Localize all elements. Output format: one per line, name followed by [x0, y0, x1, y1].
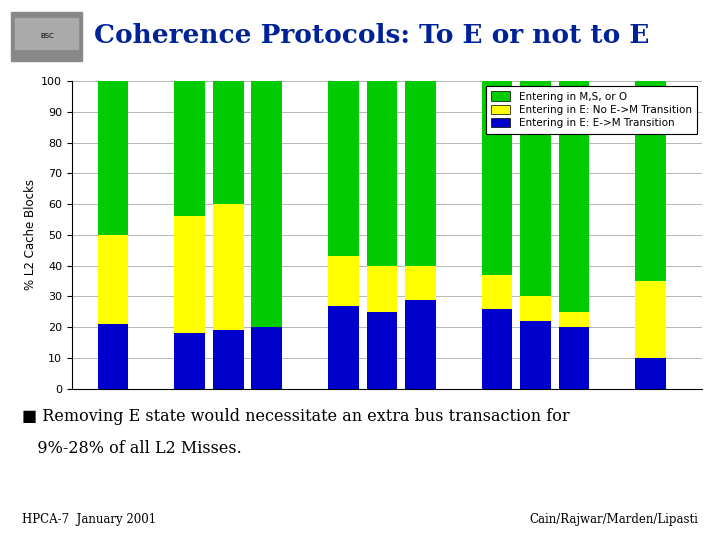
Bar — [366, 266, 397, 312]
Bar — [213, 81, 243, 204]
Bar — [405, 81, 436, 266]
Bar — [328, 306, 359, 389]
Bar — [559, 312, 589, 327]
Bar — [12, 11, 82, 62]
Bar — [213, 204, 243, 330]
Bar — [213, 330, 243, 389]
Bar — [98, 324, 128, 389]
Y-axis label: % L2 Cache Blocks: % L2 Cache Blocks — [24, 179, 37, 291]
Bar — [366, 81, 397, 266]
Bar — [98, 81, 128, 235]
Bar — [174, 333, 205, 389]
Bar — [636, 81, 666, 281]
Bar — [251, 81, 282, 327]
Bar — [520, 321, 551, 389]
Bar — [328, 256, 359, 306]
Bar — [405, 266, 436, 300]
Bar — [559, 81, 589, 312]
Legend: Entering in M,S, or O, Entering in E: No E->M Transition, Entering in E: E->M Tr: Entering in M,S, or O, Entering in E: No… — [486, 86, 697, 133]
Bar — [174, 217, 205, 333]
Bar — [559, 327, 589, 389]
Bar — [405, 300, 436, 389]
Text: Cain/Rajwar/Marden/Lipasti: Cain/Rajwar/Marden/Lipasti — [529, 514, 698, 526]
Bar — [482, 309, 513, 389]
Text: ■ Removing E state would necessitate an extra bus transaction for: ■ Removing E state would necessitate an … — [22, 408, 570, 424]
Bar — [15, 18, 78, 49]
Text: 9%-28% of all L2 Misses.: 9%-28% of all L2 Misses. — [22, 440, 241, 457]
Bar — [482, 81, 513, 275]
Bar — [328, 81, 359, 256]
Text: BSC: BSC — [40, 33, 54, 39]
Bar — [174, 81, 205, 217]
Bar — [366, 312, 397, 389]
Bar — [520, 81, 551, 296]
Bar — [482, 275, 513, 309]
Text: HPCA-7  January 2001: HPCA-7 January 2001 — [22, 514, 156, 526]
Bar — [520, 296, 551, 321]
Bar — [636, 358, 666, 389]
Bar — [98, 235, 128, 324]
Bar — [251, 327, 282, 389]
Bar — [636, 281, 666, 358]
Text: Coherence Protocols: To E or not to E: Coherence Protocols: To E or not to E — [94, 23, 649, 48]
